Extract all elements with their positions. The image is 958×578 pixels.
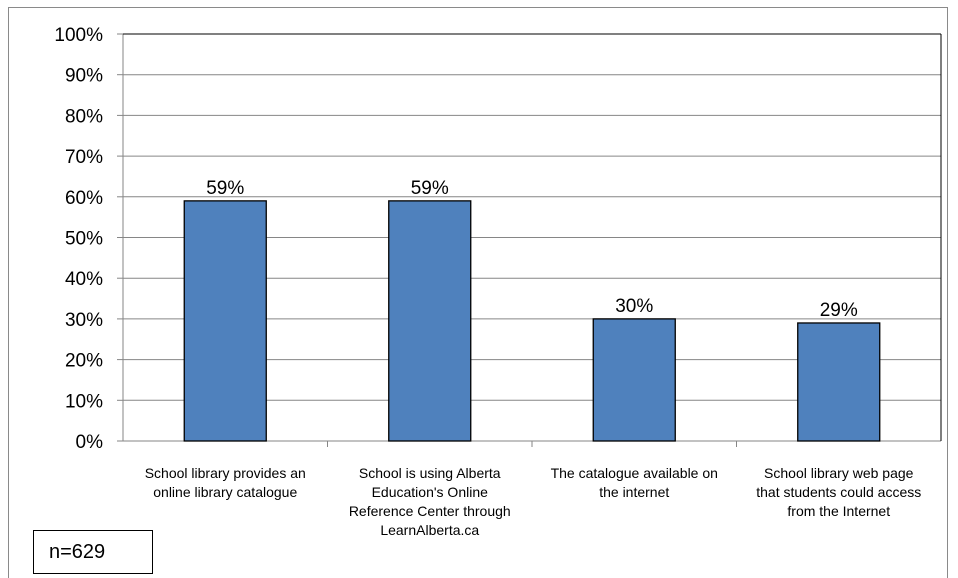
y-tick-label: 20% [65,351,103,372]
y-tick-label: 70% [65,147,103,168]
x-category-label: Education's Online [372,484,489,500]
y-tick-label: 100% [54,25,103,46]
data-label: 29% [820,300,858,321]
y-tick-label: 60% [65,188,103,209]
x-category-label: LearnAlberta.ca [380,522,479,538]
x-category-label: Reference Center through [349,503,511,519]
x-category-label: The catalogue available on [551,465,718,481]
x-category-label: from the Internet [787,503,890,519]
y-tick-label: 90% [65,66,103,87]
bar [797,322,881,442]
data-label: 30% [615,296,653,317]
bar [592,318,676,442]
x-category-label: School library web page [764,465,914,481]
y-tick-label: 40% [65,269,103,290]
x-category-label: School is using Alberta [359,465,501,481]
x-category-label: School library provides an [145,465,306,481]
y-tick-label: 50% [65,229,103,250]
bar [183,200,267,442]
x-category-label: online library catalogue [153,484,297,500]
chart-frame [8,7,948,578]
sample-size-label: n=629 [33,530,153,574]
y-tick-label: 80% [65,106,103,127]
y-tick-label: 0% [76,432,104,453]
data-label: 59% [411,178,449,199]
bar [388,200,472,442]
x-category-label: the internet [599,484,669,500]
x-category-label: that students could access [756,484,921,500]
y-tick-label: 30% [65,310,103,331]
data-label: 59% [206,178,244,199]
y-tick-label: 10% [65,391,103,412]
